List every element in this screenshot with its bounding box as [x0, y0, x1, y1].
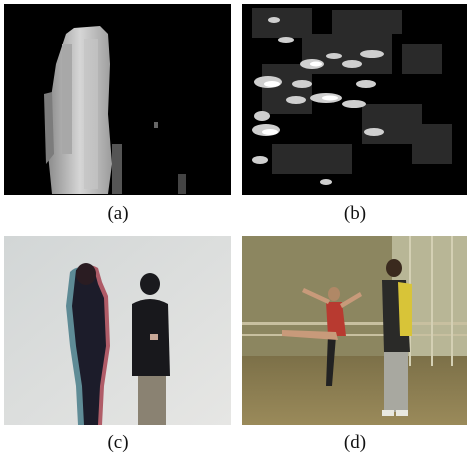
- caption-d: (d): [343, 432, 367, 453]
- panel-c-image: [4, 236, 231, 425]
- dance-studio-photo-graphic: [242, 236, 467, 425]
- caption-b: (b): [343, 203, 367, 224]
- panel-d-image: [242, 236, 467, 425]
- panel-a-image: [4, 4, 231, 195]
- panel-b-image: [242, 4, 467, 195]
- caption-a: (a): [107, 203, 129, 224]
- sparse-map-graphic: [242, 4, 467, 195]
- depth-map-graphic: [4, 4, 231, 195]
- caption-c: (c): [107, 432, 129, 453]
- anaglyph-photo-graphic: [4, 236, 231, 425]
